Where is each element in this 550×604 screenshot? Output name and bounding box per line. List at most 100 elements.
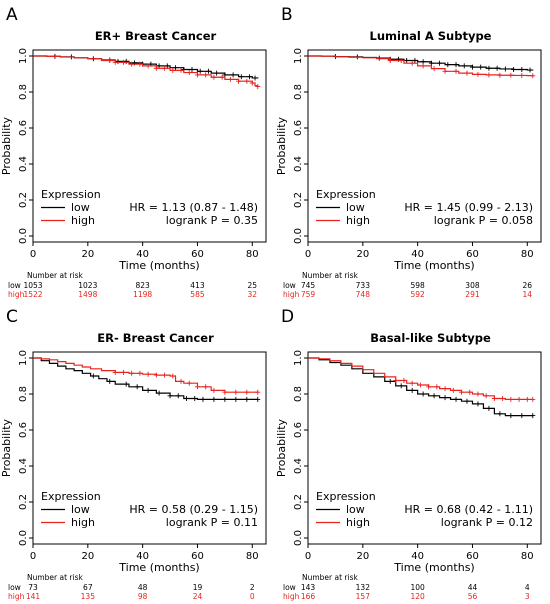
censor-mark-high [409,380,415,386]
x-tick-label: 0 [30,551,36,562]
censor-mark-high [194,72,200,78]
risk-value-low: 19 [193,583,203,592]
censor-mark-high [497,72,503,78]
censor-mark-low [107,378,113,384]
y-tick-label: 0.6 [18,120,29,136]
risk-value-low: 308 [465,281,480,290]
censor-mark-low [134,384,140,390]
censor-mark-high [530,73,536,79]
chart-title: Luminal A Subtype [370,29,492,43]
censor-mark-low [184,396,190,401]
censor-mark-low [197,68,203,74]
censor-mark-low [453,62,459,68]
censor-mark-high [508,396,514,402]
censor-mark-low [497,411,503,417]
censor-mark-low [420,391,426,397]
censor-mark-high [398,58,404,63]
censor-mark-high [486,72,492,78]
censor-mark-low [409,387,415,393]
censor-mark-high [107,58,113,63]
x-axis-label: Time (months) [118,259,199,272]
censor-mark-high [129,370,135,376]
panel-letter: D [281,307,294,327]
y-tick-label: 0.6 [18,422,29,438]
y-tick-label: 0.2 [293,192,304,208]
x-tick-label: 40 [136,249,149,260]
censor-mark-low [461,63,467,69]
censor-mark-high [409,60,415,66]
censor-mark-high [203,384,209,390]
risk-value-high: 120 [410,592,425,601]
censor-mark-low [214,70,220,76]
risk-value-high: 0 [250,592,255,601]
y-tick-label: 1.0 [18,350,29,366]
legend-title: Expression [316,188,376,201]
risk-row-label-low: low [8,583,21,592]
y-tick-label: 0.4 [293,458,304,474]
y-tick-label: 0.6 [293,120,304,136]
censor-mark-high [249,80,255,86]
censor-mark-high [129,61,135,67]
censor-mark-high [162,65,168,71]
logrank-p: logrank P = 0.12 [441,516,533,529]
plot-frame [307,351,542,545]
censor-mark-low [230,72,236,78]
risk-value-low: 413 [190,281,205,290]
panel-a: A ER+ Breast Cancer 0.0 0.2 0.4 0.6 0.8 1.0 0 20 4… [0,0,275,302]
censor-mark-low [167,393,173,399]
legend-entry-high: high [346,214,370,227]
censor-mark-high [442,386,448,392]
censor-mark-low [90,373,96,379]
censor-mark-low [527,67,533,73]
censor-mark-high [431,66,437,72]
censor-mark-low [173,65,179,71]
censor-mark-high [393,378,399,383]
series-line-high [33,55,259,87]
censor-mark-high [519,72,525,78]
risk-table-heading: Number at risk [27,271,84,280]
censor-mark-high [417,382,423,388]
x-tick-label: 60 [191,551,204,562]
censor-mark-high [530,396,536,402]
y-tick-label: 1.0 [293,350,304,366]
y-tick-label: 0.0 [18,228,29,244]
censor-mark-low [115,58,121,64]
censor-mark-low [478,64,484,70]
risk-value-high: 32 [248,290,258,299]
logrank-p: logrank P = 0.35 [166,214,258,227]
survival-chart: B Luminal A Subtype 0.0 0.2 0.4 0.6 0.8 1.0 0 20 4… [275,5,542,299]
risk-value-low: 745 [301,281,316,290]
risk-value-high: 759 [301,290,316,299]
risk-value-low: 25 [248,281,258,290]
y-tick-label: 0.4 [18,458,29,474]
risk-value-low: 67 [83,583,93,592]
censor-mark-high [467,389,473,395]
censor-mark-low [475,401,481,407]
censor-mark-low [175,393,181,399]
censor-mark-low [502,66,508,72]
censor-mark-high [211,74,217,80]
censor-mark-high [387,58,393,63]
censor-mark-low [508,413,514,419]
chart-title: ER- Breast Cancer [97,331,214,345]
censor-mark-high [153,65,159,71]
y-tick-label: 0.6 [293,422,304,438]
risk-value-high: 166 [301,592,316,601]
censor-mark-low [519,413,525,419]
plot-frame [32,351,267,545]
censor-mark-low [211,396,217,402]
y-tick-label: 0.4 [18,156,29,172]
censor-mark-high [524,396,530,402]
chart-title: ER+ Breast Cancer [95,29,217,43]
censor-mark-high [178,67,184,73]
x-tick-label: 0 [305,551,311,562]
x-axis-label: Time (months) [118,561,199,574]
censor-mark-low [156,63,162,69]
y-tick-label: 0.0 [293,228,304,244]
x-tick-label: 60 [466,551,479,562]
censor-mark-low [192,396,198,401]
x-axis-label: Time (months) [393,561,474,574]
y-tick-label: 0.8 [18,386,29,402]
censor-mark-high [516,396,522,402]
